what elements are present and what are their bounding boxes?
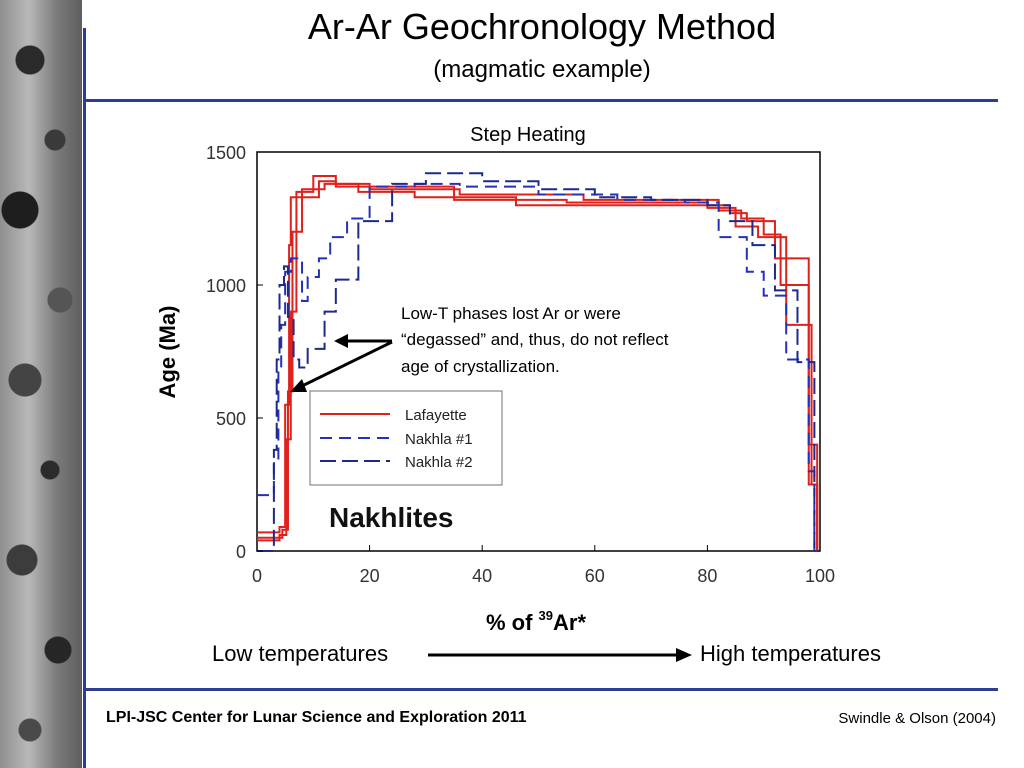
legend-label-nakhla-1: Nakhla #1	[405, 431, 473, 448]
annotation-arrow-lower	[299, 340, 393, 389]
x-tick-label: 0	[252, 566, 262, 586]
high-temperatures-label: High temperatures	[700, 641, 881, 666]
series-line-lafayette-run-2	[257, 174, 819, 551]
low-temperatures-label: Low temperatures	[212, 641, 389, 666]
series-line-nakhla-2-run-1	[257, 172, 820, 552]
moon-surface-image	[0, 0, 82, 768]
footer-citation: Swindle & Olson (2004)	[838, 710, 996, 727]
y-tick-label: 1500	[206, 143, 246, 163]
plot-frame	[256, 151, 821, 552]
x-axis-label-suffix: Ar*	[553, 610, 586, 635]
legend: Lafayette Nakhla #1 Nakhla #2	[309, 390, 503, 486]
annotation-arrowhead-lower	[290, 379, 307, 392]
y-axis-label: Age (Ma)	[155, 306, 180, 399]
annotation-line-3: age of crystallization.	[401, 357, 560, 376]
x-tick-label: 60	[585, 566, 605, 586]
legend-label-nakhla-2: Nakhla #2	[405, 454, 473, 471]
temperature-arrow	[428, 648, 692, 662]
x-axis-label: % of 39Ar*	[486, 608, 586, 635]
annotation-arrowhead-upper	[334, 334, 348, 348]
left-accent-line	[83, 28, 86, 768]
x-axis-label-superscript: 39	[539, 608, 553, 623]
annotation-line-1: Low-T phases lost Ar or were	[401, 304, 621, 323]
nakhlites-label: Nakhlites	[329, 502, 454, 533]
y-tick-label: 1000	[206, 276, 246, 296]
y-tick-label: 500	[216, 409, 246, 429]
annotation-arrows	[290, 334, 393, 392]
footer-divider	[86, 688, 998, 691]
x-tick-label: 20	[360, 566, 380, 586]
chart-title: Step Heating	[470, 124, 586, 146]
annotation: Low-T phases lost Ar or were “degassed” …	[401, 304, 669, 376]
x-tick-label: 40	[472, 566, 492, 586]
footer-institution: LPI-JSC Center for Lunar Science and Exp…	[106, 709, 527, 726]
page-title: Ar-Ar Geochronology Method	[307, 6, 777, 47]
page-subtitle: (magmatic example)	[433, 56, 651, 83]
legend-label-lafayette: Lafayette	[405, 407, 467, 424]
x-axis-label-prefix: % of	[486, 610, 539, 635]
x-tick-label: 80	[697, 566, 717, 586]
y-tick-label: 0	[236, 542, 246, 562]
x-tick-label: 100	[805, 566, 835, 586]
title-divider	[86, 99, 998, 102]
annotation-line-2: “degassed” and, thus, do not reflect	[401, 330, 669, 349]
